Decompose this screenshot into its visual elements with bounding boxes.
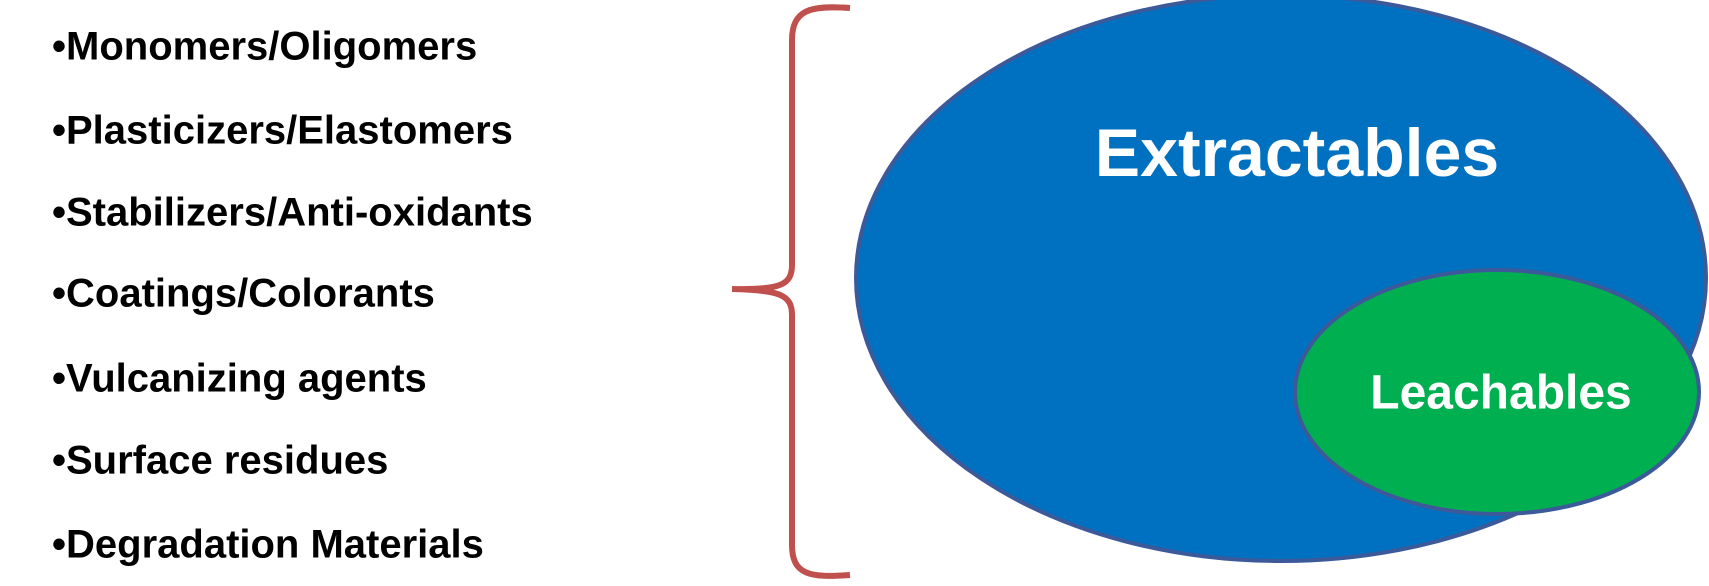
brace	[731, 4, 851, 579]
leachables-ellipse	[1293, 268, 1701, 516]
list-item: •Surface residues	[52, 439, 388, 483]
list-item: •Coatings/Colorants	[52, 272, 435, 316]
leachables-label: Leachables	[1370, 367, 1631, 420]
bullet-list: •Monomers/Oligomers •Plasticizers/Elastom…	[52, 25, 533, 567]
list-item: •Degradation Materials	[52, 523, 484, 567]
list-item: •Plasticizers/Elastomers	[52, 109, 513, 153]
extractables-label: Extractables	[1095, 115, 1499, 191]
list-item: •Stabilizers/Anti-oxidants	[52, 191, 533, 235]
list-item: •Monomers/Oligomers	[52, 25, 477, 69]
list-item: •Vulcanizing agents	[52, 357, 427, 401]
